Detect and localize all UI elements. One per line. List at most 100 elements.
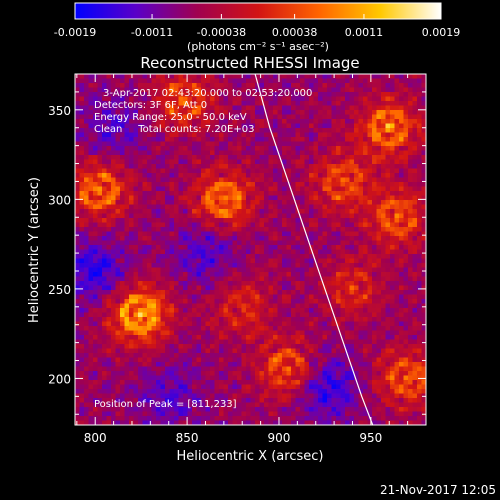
- image-pixel: [412, 168, 418, 174]
- image-pixel: [309, 272, 314, 277]
- image-pixel: [165, 141, 170, 147]
- image-pixel: [106, 272, 112, 277]
- image-pixel: [192, 258, 197, 264]
- image-pixel: [165, 101, 170, 106]
- image-pixel: [318, 141, 323, 147]
- image-pixel: [336, 254, 341, 259]
- image-pixel: [349, 87, 355, 93]
- image-pixel: [156, 182, 161, 187]
- image-pixel: [376, 258, 382, 264]
- image-pixel: [142, 110, 148, 115]
- image-pixel: [228, 150, 233, 156]
- image-pixel: [237, 290, 242, 295]
- image-pixel: [394, 101, 400, 106]
- image-pixel: [255, 173, 260, 178]
- image-pixel: [412, 74, 418, 79]
- image-pixel: [174, 353, 179, 358]
- image-pixel: [246, 137, 251, 142]
- image-pixel: [336, 263, 341, 268]
- image-pixel: [358, 267, 364, 273]
- image-pixel: [196, 92, 202, 97]
- image-pixel: [129, 74, 134, 79]
- image-pixel: [75, 164, 80, 169]
- image-pixel: [273, 209, 278, 214]
- image-pixel: [88, 263, 94, 268]
- image-pixel: [106, 173, 112, 178]
- image-pixel: [237, 339, 242, 345]
- image-pixel: [327, 218, 332, 223]
- image-pixel: [160, 285, 166, 291]
- image-pixel: [241, 281, 247, 286]
- image-pixel: [84, 317, 89, 322]
- image-pixel: [363, 177, 368, 183]
- image-pixel: [241, 164, 247, 169]
- image-pixel: [421, 186, 426, 192]
- image-pixel: [286, 204, 292, 210]
- image-pixel: [354, 74, 359, 79]
- image-pixel: [412, 348, 418, 354]
- image-pixel: [84, 123, 89, 129]
- image-pixel: [192, 218, 197, 223]
- image-pixel: [417, 114, 422, 120]
- image-pixel: [354, 132, 359, 138]
- image-pixel: [412, 245, 418, 250]
- image-pixel: [133, 263, 139, 268]
- image-pixel: [210, 96, 215, 102]
- image-pixel: [138, 344, 143, 349]
- image-pixel: [381, 96, 386, 102]
- image-pixel: [291, 353, 296, 358]
- image-pixel: [286, 339, 292, 345]
- image-pixel: [327, 344, 332, 349]
- image-pixel: [282, 254, 287, 259]
- image-pixel: [372, 254, 377, 259]
- image-pixel: [147, 312, 152, 318]
- image-pixel: [232, 123, 238, 129]
- image-pixel: [282, 344, 287, 349]
- image-pixel: [340, 227, 346, 232]
- image-pixel: [340, 209, 346, 214]
- image-pixel: [250, 258, 256, 264]
- image-pixel: [97, 123, 103, 129]
- image-pixel: [309, 155, 314, 160]
- image-pixel: [219, 258, 224, 264]
- image-pixel: [349, 204, 355, 210]
- image-pixel: [93, 119, 98, 124]
- image-pixel: [255, 186, 260, 192]
- image-pixel: [111, 209, 116, 214]
- image-pixel: [192, 87, 197, 93]
- image-pixel: [331, 78, 337, 84]
- image-pixel: [75, 339, 80, 345]
- image-pixel: [106, 168, 112, 174]
- image-pixel: [250, 105, 256, 111]
- image-pixel: [84, 326, 89, 331]
- image-pixel: [385, 249, 391, 255]
- image-pixel: [196, 137, 202, 142]
- image-pixel: [237, 276, 242, 282]
- image-pixel: [165, 168, 170, 174]
- image-pixel: [156, 164, 161, 169]
- image-pixel: [147, 182, 152, 187]
- image-pixel: [367, 137, 373, 142]
- image-pixel: [322, 141, 328, 147]
- image-pixel: [160, 227, 166, 232]
- image-pixel: [178, 87, 184, 93]
- image-pixel: [223, 222, 229, 228]
- image-pixel: [138, 285, 143, 291]
- image-pixel: [102, 137, 107, 142]
- image-pixel: [111, 330, 116, 336]
- image-pixel: [318, 245, 323, 250]
- image-pixel: [286, 267, 292, 273]
- image-pixel: [232, 339, 238, 345]
- image-pixel: [354, 249, 359, 255]
- image-pixel: [201, 276, 206, 282]
- image-pixel: [282, 87, 287, 93]
- image-pixel: [111, 294, 116, 300]
- image-pixel: [327, 195, 332, 201]
- image-pixel: [358, 272, 364, 277]
- image-pixel: [367, 168, 373, 174]
- image-pixel: [367, 281, 373, 286]
- image-pixel: [399, 209, 404, 214]
- image-pixel: [327, 128, 332, 133]
- image-pixel: [331, 330, 337, 336]
- image-pixel: [340, 137, 346, 142]
